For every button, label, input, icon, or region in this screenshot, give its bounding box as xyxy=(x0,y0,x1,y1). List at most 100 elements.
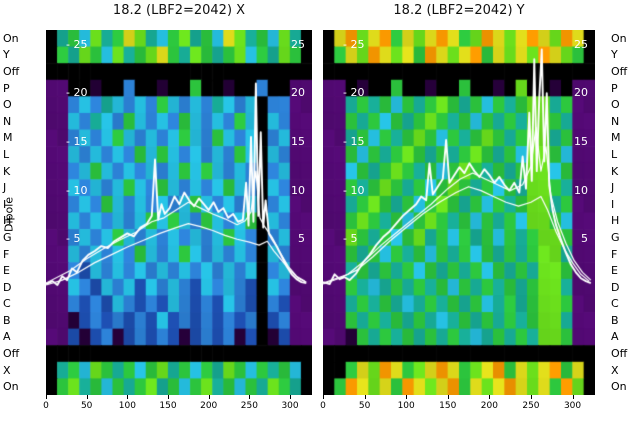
heatmap-canvas-x xyxy=(46,30,312,395)
row-label: On xyxy=(611,31,627,45)
ytick-label-right: 10 xyxy=(291,183,305,197)
row-label: F xyxy=(611,247,618,261)
x-tick-label: 200 xyxy=(200,401,218,411)
panel-title-y: 18.2 (LBF2=2042) Y xyxy=(393,3,525,18)
x-tick-label: 150 xyxy=(159,401,177,411)
row-label: P xyxy=(3,81,10,95)
ytick-label-left: - 5 xyxy=(66,232,81,246)
x-axis-y: 0 50 100 150 200 250 300 xyxy=(320,395,595,421)
ytick-label-right: 15 xyxy=(574,134,588,148)
row-label: I xyxy=(3,197,7,211)
ytick-label-left: - 25 xyxy=(66,37,88,51)
ytick-label-right: 5 xyxy=(298,232,305,246)
row-label: B xyxy=(611,313,619,327)
ytick-label-right: 5 xyxy=(581,232,588,246)
row-label: D xyxy=(611,280,620,294)
row-label: Y xyxy=(611,48,618,62)
x-tick-mark xyxy=(208,395,210,399)
x-tick-mark xyxy=(290,395,292,399)
row-label: M xyxy=(3,131,13,145)
ytick-label-left: - 15 xyxy=(343,134,365,148)
x-tick-mark xyxy=(46,395,47,399)
x-tick-label: 100 xyxy=(118,401,136,411)
row-label: G xyxy=(611,230,620,244)
row-label: A xyxy=(611,330,619,344)
row-label: On xyxy=(3,31,19,45)
row-label: X xyxy=(611,363,619,377)
row-label: H xyxy=(3,214,12,228)
row-label: L xyxy=(611,147,618,161)
x-tick-mark xyxy=(572,395,574,399)
row-label: Y xyxy=(3,48,10,62)
row-label: M xyxy=(611,131,621,145)
panel-title-x: 18.2 (LBF2=2042) X xyxy=(112,3,246,18)
x-tick-label: 200 xyxy=(480,401,498,411)
row-label: L xyxy=(3,147,10,161)
ytick-label-right: 20 xyxy=(291,86,305,100)
row-label: N xyxy=(3,114,12,128)
row-label: P xyxy=(611,81,618,95)
ytick-label-right: 10 xyxy=(574,183,588,197)
x-axis-x: 0 50 100 150 200 250 300 xyxy=(43,395,312,421)
x-tick-label: 100 xyxy=(397,401,415,411)
x-tick-mark xyxy=(364,395,366,399)
x-tick-mark xyxy=(530,395,532,399)
row-label: O xyxy=(3,98,12,112)
row-label: C xyxy=(611,297,619,311)
x-tick-label: 300 xyxy=(281,401,299,411)
x-tick-mark xyxy=(127,395,129,399)
row-label: J xyxy=(611,181,615,195)
x-tick-label: 50 xyxy=(358,401,371,411)
row-label: Off xyxy=(3,64,20,78)
row-label: X xyxy=(3,363,11,377)
row-label: Off xyxy=(611,347,628,361)
ytick-label-left: - 10 xyxy=(66,183,88,197)
x-tick-label: 250 xyxy=(240,401,258,411)
heatmap-panel-y: 0 50 100 150 200 250 300 - 25 25 - 20 20 - 15 15 - 1… xyxy=(320,30,595,411)
row-label: E xyxy=(3,264,10,278)
x-tick-mark xyxy=(489,395,491,399)
x-tick-mark xyxy=(86,395,88,399)
x-tick-label: 0 xyxy=(43,401,49,411)
row-label: On xyxy=(611,380,627,394)
row-label: B xyxy=(3,313,11,327)
ytick-label-left: - 20 xyxy=(66,86,88,100)
row-label: J xyxy=(3,181,7,195)
row-label: O xyxy=(611,98,620,112)
ytick-label-left: - 15 xyxy=(66,134,88,148)
row-label: D xyxy=(3,280,12,294)
row-label: Off xyxy=(3,347,20,361)
row-label: K xyxy=(3,164,11,178)
row-label: A xyxy=(3,330,11,344)
row-label: H xyxy=(611,214,620,228)
row-label: N xyxy=(611,114,620,128)
x-tick-label: 300 xyxy=(563,401,582,411)
x-tick-mark xyxy=(249,395,251,399)
x-tick-mark xyxy=(323,395,324,399)
row-label: I xyxy=(611,197,615,211)
row-label: On xyxy=(3,380,19,394)
x-tick-mark xyxy=(168,395,170,399)
heatmap-canvas-y xyxy=(323,30,595,395)
ytick-label-left: - 20 xyxy=(343,86,365,100)
row-label: K xyxy=(611,164,619,178)
x-tick-mark xyxy=(406,395,408,399)
x-tick-label: 0 xyxy=(320,401,326,411)
ytick-label-right: 25 xyxy=(291,37,305,51)
row-label: Off xyxy=(611,64,628,78)
row-labels-left: On Y Off P O N M L K J I H G F E D C B A Off X On xyxy=(3,30,29,395)
x-tick-label: 150 xyxy=(439,401,457,411)
row-labels-right: On Y Off P O N M L K J I H G F E D C B A Off X On xyxy=(611,30,639,395)
x-tick-label: 50 xyxy=(80,401,93,411)
row-label: C xyxy=(3,297,11,311)
x-tick-label: 250 xyxy=(522,401,540,411)
ytick-label-left: - 25 xyxy=(343,37,365,51)
row-label: E xyxy=(611,264,618,278)
row-label: G xyxy=(3,230,12,244)
ytick-label-right: 20 xyxy=(574,86,588,100)
ytick-label-right: 15 xyxy=(291,134,305,148)
row-label: F xyxy=(3,247,10,261)
ytick-label-left: - 10 xyxy=(343,183,365,197)
x-tick-mark xyxy=(447,395,449,399)
